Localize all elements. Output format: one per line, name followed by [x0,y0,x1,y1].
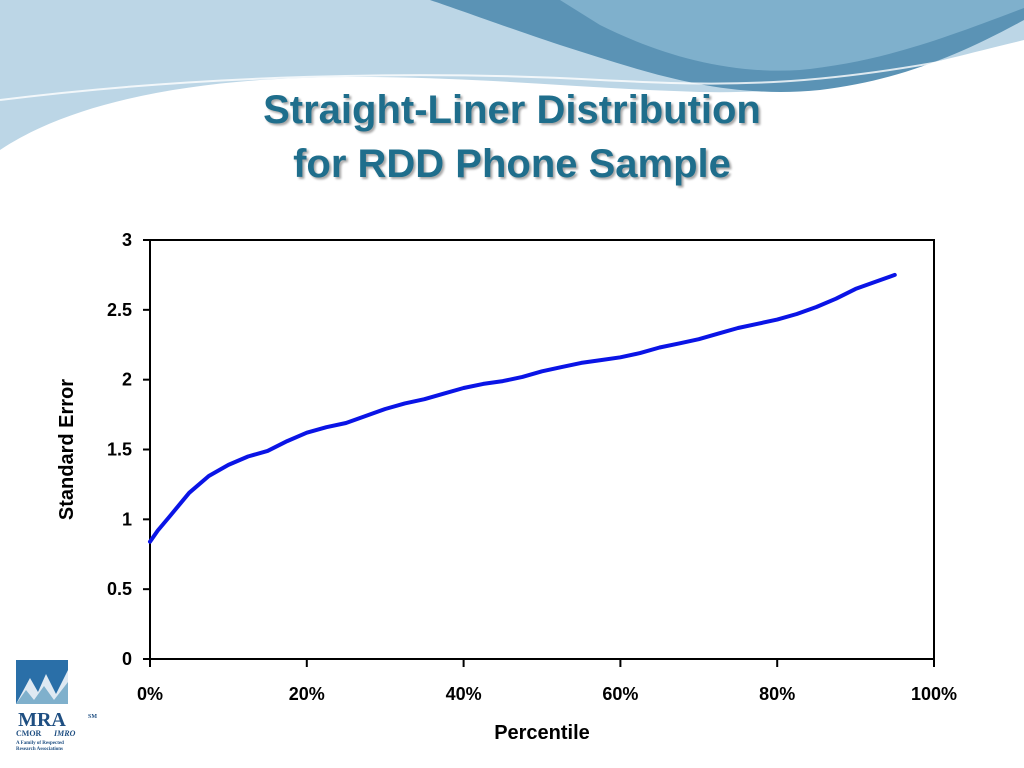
series-line [148,272,897,544]
x-tick-label: 0% [137,684,163,704]
y-tick-label: 1.5 [107,440,132,460]
y-tick-label: 0.5 [107,579,132,599]
logo-sub2: A Family of Respected [16,741,64,746]
mra-logo: MRA SM CMOR IMRO A Family of Respected R… [16,660,97,752]
logo-sub3: Research Associations [16,747,63,752]
logo-sub1b: IMRO [53,729,76,738]
slide-title-line-2: for RDD Phone Sample [293,142,731,186]
y-tick-label: 1 [122,509,132,529]
header-wave-line [0,44,1024,101]
y-tick-label: 2 [122,370,132,390]
y-tick-label: 0 [122,649,132,669]
slide-title-line-1: Straight-Liner Distribution [263,88,761,132]
y-axis-title: Standard Error [56,379,78,520]
logo-name: MRA [18,709,66,731]
x-tick-label: 40% [446,684,482,704]
x-axis: 0% 20% 40% 60% 80% 100% [137,659,957,704]
logo-sm: SM [88,714,97,720]
x-axis-title: Percentile [494,722,590,744]
y-tick-label: 2.5 [107,300,132,320]
x-tick-label: 100% [911,684,957,704]
logo-sub1: CMOR [16,729,42,738]
header-wave-accent [560,0,1024,71]
y-tick-label: 3 [122,230,132,250]
x-tick-label: 60% [602,684,638,704]
series-layer [148,272,897,544]
x-tick-label: 80% [759,684,795,704]
y-axis: 0 0.5 1 1.5 2 2.5 3 [107,230,150,669]
plot-area [149,239,935,660]
x-tick-label: 20% [289,684,325,704]
